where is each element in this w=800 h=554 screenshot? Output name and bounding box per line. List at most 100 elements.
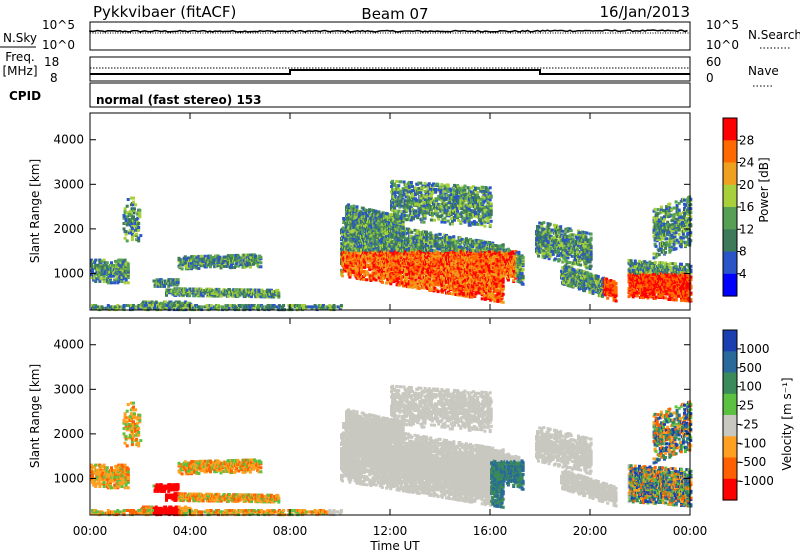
power-cell [398, 282, 402, 286]
power-cell [248, 253, 252, 257]
power-cell [430, 236, 434, 240]
power-cell [112, 274, 116, 278]
power-cell [406, 273, 410, 276]
power-cell [372, 276, 376, 280]
power-cell [193, 265, 197, 269]
power-cell [461, 240, 465, 244]
power-cell [307, 305, 311, 309]
power-cell [207, 262, 211, 266]
power-cell [259, 265, 263, 269]
power-cell [466, 238, 469, 242]
power-cell [398, 270, 402, 274]
power-cell [248, 305, 252, 309]
power-cell [490, 294, 494, 298]
power-cell [418, 265, 422, 269]
power-cell [445, 240, 448, 244]
power-cell [190, 255, 194, 259]
power-cell [413, 270, 417, 274]
power-cell [474, 249, 478, 253]
power-cell [159, 301, 163, 305]
power-cell [244, 306, 248, 310]
power-cell [188, 294, 192, 298]
power-cell [123, 258, 127, 262]
power-cell [459, 287, 463, 291]
power-cell [455, 246, 459, 250]
power-cell [347, 240, 351, 244]
power-cell [363, 260, 367, 264]
power-cell [276, 288, 280, 292]
power-cell [172, 304, 176, 307]
power-cell [341, 274, 344, 278]
power-cell [491, 291, 495, 294]
power-cell [435, 235, 439, 239]
power-cell [218, 255, 222, 259]
power-cell [336, 305, 340, 309]
power-cell [277, 294, 281, 298]
power-cell [209, 265, 212, 269]
power-cell [449, 238, 453, 242]
power-cell [248, 265, 252, 269]
power-cell [359, 248, 363, 251]
power-cell [206, 258, 210, 262]
power-cell [248, 262, 252, 266]
power-cell [147, 304, 151, 307]
power-cell [400, 281, 404, 285]
power-cell [409, 268, 413, 272]
power-cell [271, 306, 275, 310]
power-cell [105, 306, 109, 310]
power-cell [344, 269, 348, 273]
power-cell [242, 253, 246, 257]
power-cell [403, 229, 406, 233]
power-cell [126, 262, 130, 266]
power-cell [249, 256, 253, 260]
power-cell [182, 301, 185, 305]
power-cell [120, 280, 124, 283]
freq-trace [90, 69, 690, 75]
power-cell [379, 238, 383, 241]
power-cell [403, 272, 406, 276]
power-cell [372, 263, 376, 267]
power-cell [195, 265, 199, 269]
power-cell [396, 280, 400, 284]
power-cell [119, 272, 123, 275]
power-cell [438, 232, 442, 236]
power-cell [239, 304, 243, 307]
power-cell [116, 274, 120, 278]
power-cell [230, 256, 233, 260]
power-cell [142, 300, 146, 304]
power-cell [363, 270, 367, 273]
power-cell [430, 234, 434, 238]
power-cell [303, 304, 307, 307]
power-cell [298, 305, 302, 309]
power-cell [282, 304, 286, 307]
power-cell [340, 272, 343, 276]
power-cell [458, 242, 462, 246]
freq-label-line2: [MHz] [2, 64, 37, 78]
power-cell [440, 288, 444, 292]
power-cell [380, 262, 384, 266]
power-cell [217, 287, 221, 291]
power-cell [456, 241, 460, 245]
power-cell [442, 249, 446, 253]
power-cell [93, 261, 97, 265]
power-cell [343, 218, 347, 222]
power-cell [164, 300, 168, 304]
power-cell [414, 274, 418, 278]
power-cell [206, 305, 210, 309]
power-cell [429, 287, 433, 291]
power-cell [222, 264, 226, 268]
power-cell [494, 278, 498, 282]
site-title: Pykkvibaer (fitACF) [93, 3, 236, 21]
power-cell [213, 294, 217, 298]
power-cell [228, 288, 231, 292]
power-cell [480, 297, 484, 301]
power-cell [246, 253, 250, 257]
power-cell [383, 242, 386, 246]
power-cell [126, 304, 130, 307]
power-cell [222, 306, 226, 310]
power-cell [380, 274, 384, 278]
power-cell [195, 256, 199, 260]
power-cell [241, 265, 245, 269]
power-cell [209, 306, 213, 310]
power-cell [354, 272, 358, 276]
